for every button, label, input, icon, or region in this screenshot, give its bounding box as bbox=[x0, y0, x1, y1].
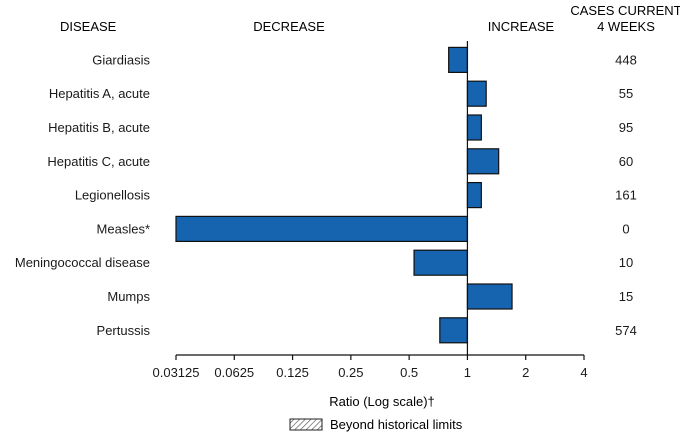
category-label: Hepatitis B, acute bbox=[48, 120, 150, 135]
category-label: Mumps bbox=[107, 289, 150, 304]
category-label: Giardiasis bbox=[92, 52, 150, 67]
category-label: Legionellosis bbox=[75, 188, 151, 203]
category-label: Hepatitis A, acute bbox=[49, 86, 150, 101]
x-tick-label: 0.0625 bbox=[214, 365, 254, 380]
x-tick-label: 0.25 bbox=[338, 365, 363, 380]
cases-value: 95 bbox=[619, 120, 633, 135]
header-increase: INCREASE bbox=[488, 19, 555, 34]
chart-rows: Giardiasis 448 Hepatitis A, acute 55 Hepatit… bbox=[15, 41, 637, 355]
cases-value: 0 bbox=[622, 221, 629, 236]
cases-value: 15 bbox=[619, 289, 633, 304]
cases-value: 161 bbox=[615, 188, 637, 203]
x-tick-label: 0.5 bbox=[400, 365, 418, 380]
x-tick-label: 0.03125 bbox=[153, 365, 200, 380]
x-tick-label: 1 bbox=[464, 365, 471, 380]
x-axis: 0.03125 0.0625 0.125 0.25 0.5 1 2 4 bbox=[153, 354, 588, 380]
category-label: Measles* bbox=[97, 221, 150, 236]
ratio-bar bbox=[439, 317, 469, 344]
ratio-bar bbox=[448, 46, 469, 74]
category-label: Pertussis bbox=[97, 323, 151, 338]
cases-value: 55 bbox=[619, 86, 633, 101]
ratio-bar bbox=[413, 249, 469, 276]
x-tick-label: 4 bbox=[580, 365, 587, 380]
cases-value: 448 bbox=[615, 52, 637, 67]
ratio-bar bbox=[466, 283, 513, 310]
ratio-bar bbox=[466, 80, 487, 107]
x-tick-label: 2 bbox=[522, 365, 529, 380]
legend-swatch bbox=[289, 418, 323, 431]
legend: Beyond historical limits bbox=[289, 417, 463, 432]
cases-value: 574 bbox=[615, 323, 637, 338]
header-decrease: DECREASE bbox=[253, 19, 325, 34]
header-cases-line2: 4 WEEKS bbox=[597, 19, 655, 34]
ratio-bar bbox=[466, 148, 500, 175]
category-label: Meningococcal disease bbox=[15, 255, 150, 270]
header-disease: DISEASE bbox=[60, 19, 117, 34]
header-cases-line1: CASES CURRENT bbox=[570, 3, 680, 18]
legend-label: Beyond historical limits bbox=[330, 417, 463, 432]
x-axis-label: Ratio (Log scale)† bbox=[329, 394, 435, 409]
x-tick-label: 0.125 bbox=[276, 365, 309, 380]
category-label: Hepatitis C, acute bbox=[47, 154, 150, 169]
ratio-bar bbox=[175, 215, 469, 242]
ratio-bar bbox=[466, 114, 482, 141]
cases-value: 60 bbox=[619, 154, 633, 169]
cases-value: 10 bbox=[619, 255, 633, 270]
ratio-bar bbox=[466, 182, 482, 209]
